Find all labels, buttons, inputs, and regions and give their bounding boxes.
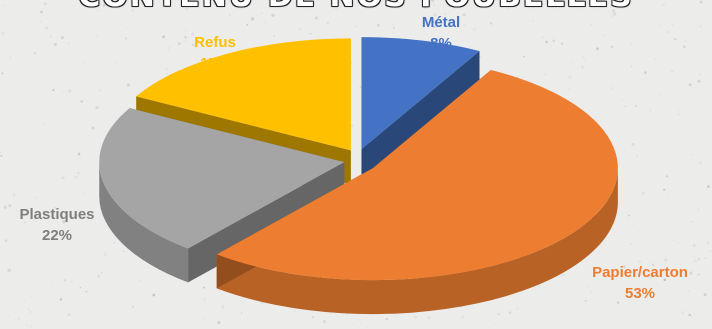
- label-metal-value: 8%: [430, 35, 452, 52]
- label-refus: Refus 17%: [170, 32, 260, 74]
- label-refus-value: 17%: [199, 55, 231, 72]
- slice-side-papier-carton: [216, 168, 618, 315]
- label-metal: Métal 8%: [396, 12, 486, 54]
- slice-plastiques: [99, 108, 345, 249]
- label-papier-carton-value: 53%: [624, 285, 656, 302]
- label-metal-name: Métal: [421, 14, 461, 31]
- slice-m-tal: [361, 37, 480, 150]
- slice-wall-m-tal: [361, 51, 480, 184]
- label-refus-name: Refus: [194, 34, 236, 51]
- slice-tops: [99, 37, 618, 281]
- chart-title: CONTENU DE NOS POUBELLES: [0, 0, 712, 14]
- label-plastiques-value: 22%: [41, 227, 73, 244]
- label-plastiques: Plastiques 22%: [2, 204, 112, 246]
- slice-papier-carton: [216, 69, 618, 281]
- label-papier-carton-name: Papier/carton: [592, 264, 688, 281]
- label-papier-carton: Papier/carton 53%: [580, 262, 700, 304]
- label-plastiques-name: Plastiques: [19, 206, 95, 223]
- slice-side-plastiques: [99, 162, 189, 283]
- slice-refus: [136, 38, 351, 151]
